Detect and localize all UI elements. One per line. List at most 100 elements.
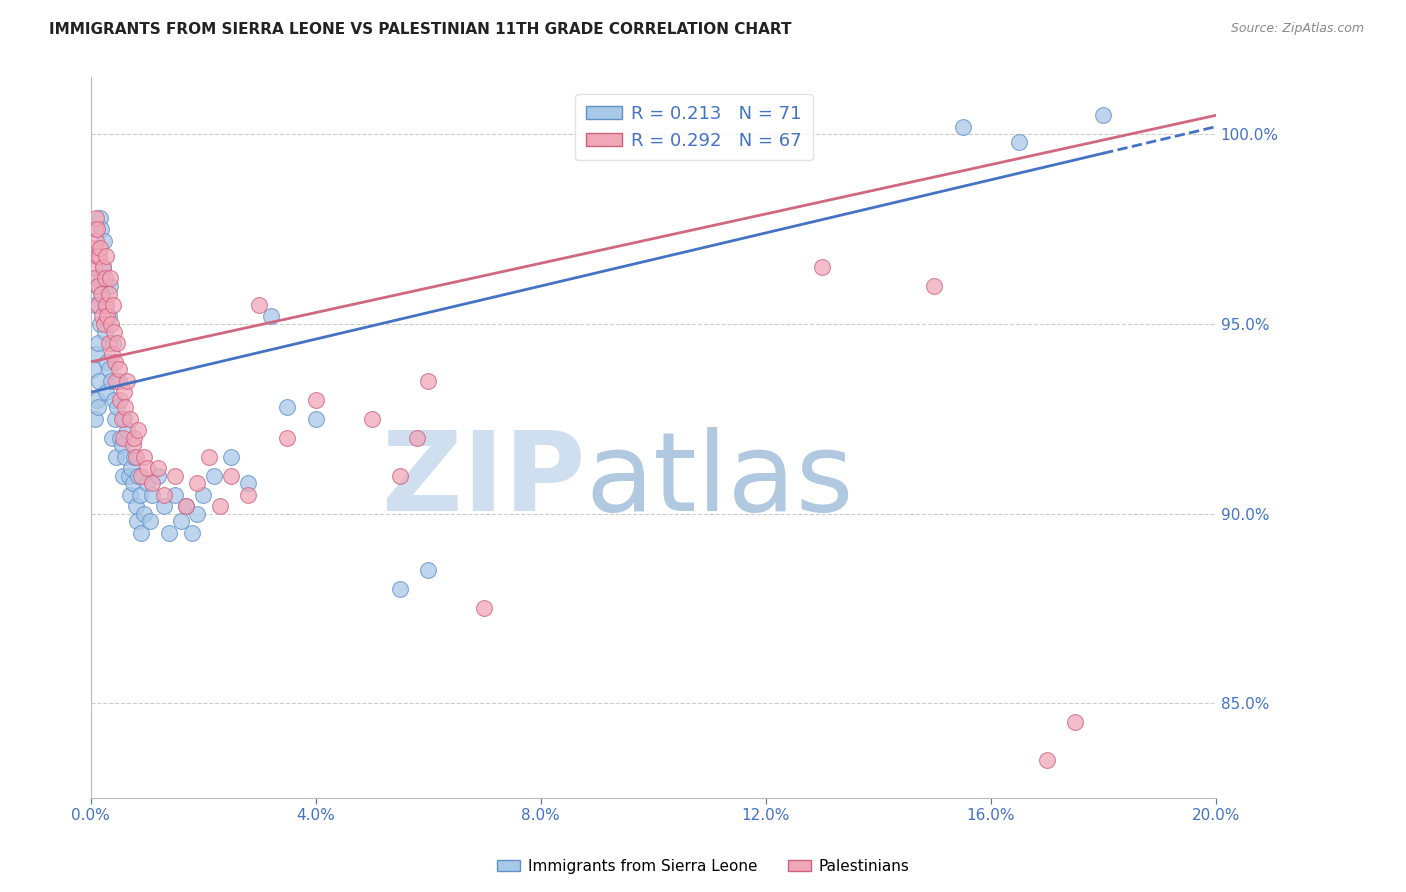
Point <box>180 525 202 540</box>
Point <box>110 411 132 425</box>
Point <box>405 431 427 445</box>
Point <box>86 249 108 263</box>
Point <box>101 335 124 350</box>
Point <box>124 450 146 464</box>
Point <box>97 335 120 350</box>
Point <box>135 461 157 475</box>
Point <box>112 431 135 445</box>
Point <box>84 211 107 225</box>
Point <box>104 450 127 464</box>
Legend: R = 0.213   N = 71, R = 0.292   N = 67: R = 0.213 N = 71, R = 0.292 N = 67 <box>575 94 813 161</box>
Point <box>952 120 974 134</box>
Point <box>96 249 118 263</box>
Point <box>98 286 121 301</box>
Point <box>236 488 259 502</box>
Point <box>418 374 440 388</box>
Point <box>91 260 114 274</box>
Point <box>121 438 143 452</box>
Point <box>124 450 146 464</box>
Point <box>112 411 135 425</box>
Point <box>87 298 110 312</box>
Point <box>304 411 326 425</box>
Point <box>138 514 160 528</box>
Point <box>1092 108 1115 122</box>
Point <box>129 488 152 502</box>
Point <box>811 260 834 274</box>
Point <box>89 317 111 331</box>
Point <box>90 310 112 324</box>
Point <box>121 476 143 491</box>
Point <box>247 298 270 312</box>
Point <box>186 476 208 491</box>
Point <box>108 431 131 445</box>
Point <box>124 431 146 445</box>
Point <box>83 411 105 425</box>
Point <box>163 468 186 483</box>
Point <box>1036 753 1059 767</box>
Point <box>418 564 440 578</box>
Point <box>276 431 298 445</box>
Point <box>135 476 157 491</box>
Point <box>388 468 411 483</box>
Point <box>90 286 112 301</box>
Point <box>129 468 152 483</box>
Point <box>219 468 242 483</box>
Point <box>304 392 326 407</box>
Point <box>98 310 121 324</box>
Point <box>84 347 107 361</box>
Point <box>115 423 138 437</box>
Point <box>219 450 242 464</box>
Point <box>259 310 281 324</box>
Point <box>93 298 115 312</box>
Point <box>174 499 197 513</box>
Point <box>97 362 120 376</box>
Text: IMMIGRANTS FROM SIERRA LEONE VS PALESTINIAN 11TH GRADE CORRELATION CHART: IMMIGRANTS FROM SIERRA LEONE VS PALESTIN… <box>49 22 792 37</box>
Point <box>152 499 174 513</box>
Point <box>84 234 107 248</box>
Point <box>90 271 112 285</box>
Point <box>141 488 163 502</box>
Point <box>94 325 117 339</box>
Point <box>101 431 124 445</box>
Point <box>112 385 135 400</box>
Point <box>96 310 118 324</box>
Point <box>100 317 122 331</box>
Point <box>118 488 141 502</box>
Point <box>103 392 125 407</box>
Point <box>186 507 208 521</box>
Point <box>96 355 118 369</box>
Point <box>108 392 131 407</box>
Text: atlas: atlas <box>586 427 853 534</box>
Point <box>152 488 174 502</box>
Point <box>1008 135 1031 149</box>
Point <box>101 347 124 361</box>
Point <box>107 362 129 376</box>
Text: Source: ZipAtlas.com: Source: ZipAtlas.com <box>1230 22 1364 36</box>
Point <box>100 374 122 388</box>
Point <box>96 385 118 400</box>
Point <box>107 374 129 388</box>
Point <box>87 374 110 388</box>
Point <box>87 279 110 293</box>
Point <box>115 374 138 388</box>
Point <box>93 317 115 331</box>
Point <box>132 450 155 464</box>
Point <box>127 423 149 437</box>
Point <box>124 499 146 513</box>
Point <box>202 468 225 483</box>
Point <box>360 411 382 425</box>
Point <box>474 601 496 615</box>
Point <box>89 211 111 225</box>
Point <box>82 241 104 255</box>
Point <box>1064 715 1087 730</box>
Point <box>94 298 117 312</box>
Point <box>90 222 112 236</box>
Point <box>82 362 104 376</box>
Point <box>146 468 169 483</box>
Point <box>87 401 110 415</box>
Text: ZIP: ZIP <box>382 427 586 534</box>
Point <box>118 411 141 425</box>
Point <box>98 271 121 285</box>
Point <box>87 249 110 263</box>
Point <box>276 401 298 415</box>
